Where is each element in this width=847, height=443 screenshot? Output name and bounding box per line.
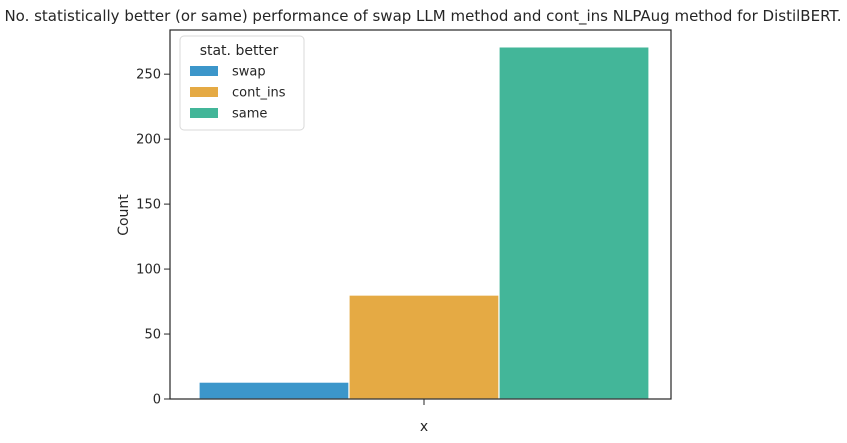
bar-same: [498, 46, 650, 400]
plot-area: 0 50 100 150 200 250: [136, 29, 672, 408]
legend-swatch-swap: [190, 66, 218, 76]
y-axis-label: Count: [116, 194, 132, 236]
y-tick-label: 250: [136, 68, 161, 83]
chart-title: No. statistically better (or same) perfo…: [4, 7, 841, 26]
legend-box: [179, 35, 305, 131]
legend-label-cont-ins: cont_ins: [232, 86, 286, 101]
legend-swatch-same: [190, 108, 218, 118]
y-tick-label: 0: [153, 393, 161, 408]
legend-title: stat. better: [200, 43, 279, 59]
legend-swatch-cont-ins: [190, 87, 218, 97]
plot-frame: [169, 29, 672, 400]
x-axis-label: x: [420, 419, 428, 435]
bar-swap: [198, 381, 350, 400]
y-tick-label: 150: [136, 198, 161, 213]
legend-label-swap: swap: [232, 65, 266, 80]
y-tick-label: 100: [136, 263, 161, 278]
legend-label-same: same: [232, 107, 267, 122]
bars: [198, 46, 650, 400]
y-tick-label: 50: [144, 328, 161, 343]
bar-cont-ins: [348, 294, 500, 400]
y-axis-ticks: 0 50 100 150 200 250: [136, 68, 170, 408]
y-tick-label: 200: [136, 133, 161, 148]
